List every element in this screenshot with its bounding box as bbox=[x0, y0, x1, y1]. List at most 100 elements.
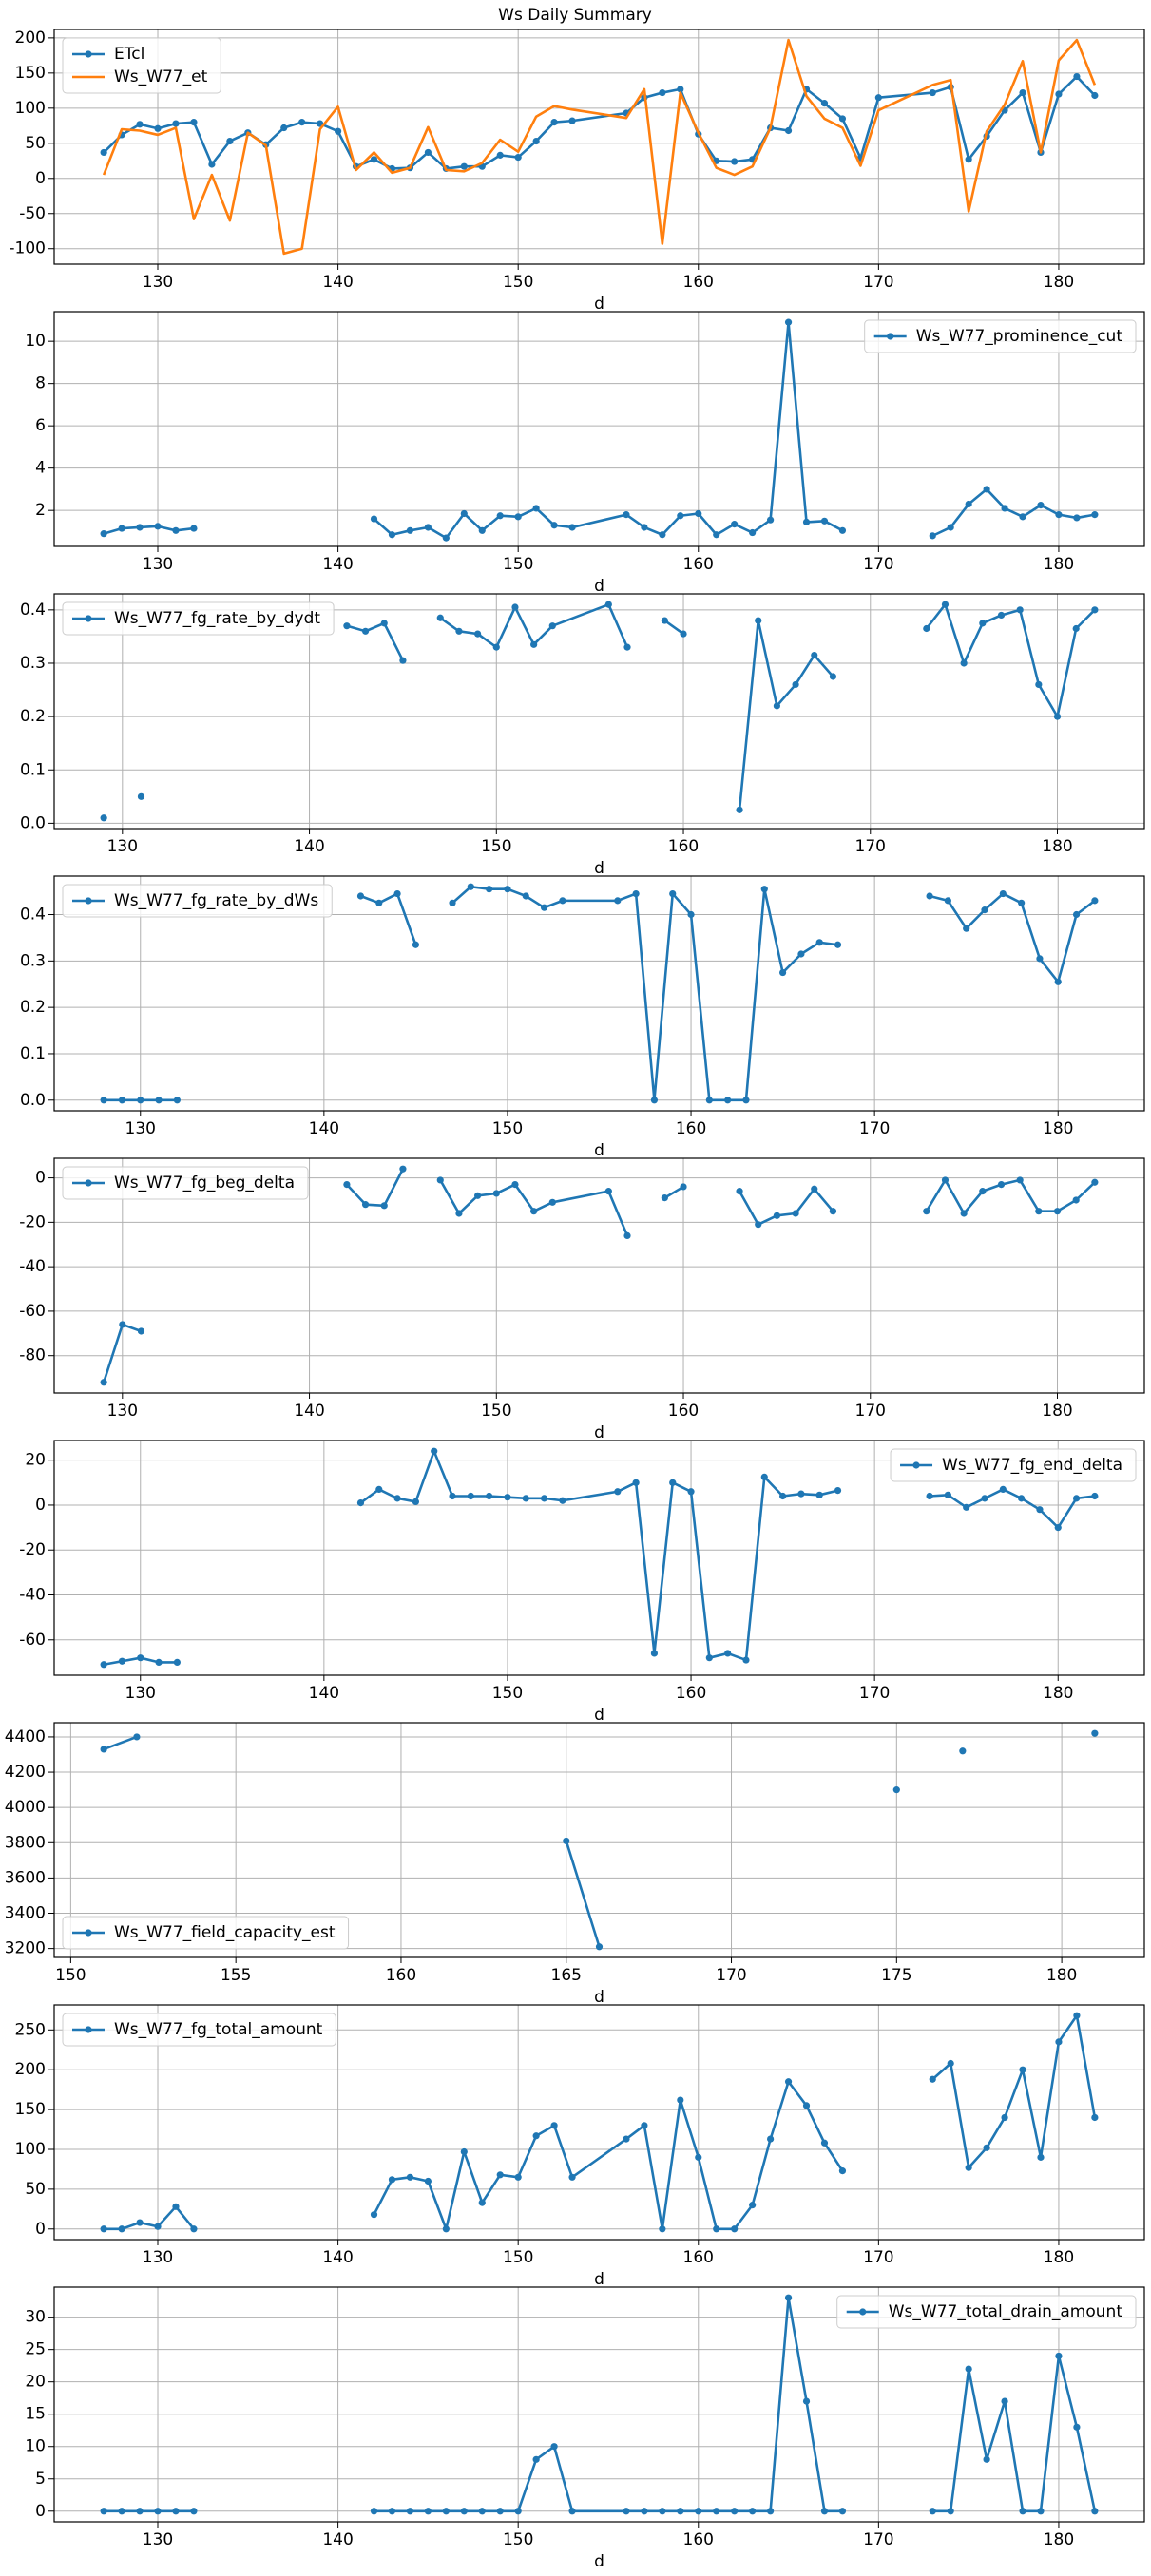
data-point bbox=[755, 617, 762, 624]
data-point bbox=[983, 2144, 990, 2151]
data-point bbox=[1072, 1495, 1081, 1502]
data-point bbox=[208, 161, 216, 168]
data-point bbox=[424, 524, 432, 531]
data-point bbox=[731, 2225, 739, 2233]
plot-area bbox=[100, 2012, 1099, 2233]
data-point bbox=[983, 486, 990, 493]
series-line bbox=[104, 2013, 1097, 2231]
legend-label: Ws_W77_prominence_cut bbox=[916, 327, 1123, 346]
data-point bbox=[496, 151, 504, 159]
data-point bbox=[695, 2153, 702, 2161]
data-point bbox=[568, 2173, 576, 2181]
data-point bbox=[650, 1097, 659, 1104]
data-point bbox=[731, 521, 739, 528]
data-point bbox=[455, 1210, 463, 1217]
legend-box bbox=[62, 37, 221, 94]
y-tick-label: 30 bbox=[25, 2308, 46, 2327]
plot-area bbox=[100, 1729, 1099, 1951]
legend-box bbox=[62, 2013, 336, 2047]
data-point bbox=[1054, 1523, 1062, 1532]
data-point bbox=[680, 1183, 687, 1191]
x-tick-label: 160 bbox=[386, 1966, 416, 1985]
data-point bbox=[1091, 606, 1099, 614]
data-point bbox=[100, 1097, 107, 1104]
data-point bbox=[504, 886, 511, 893]
data-point bbox=[172, 2203, 180, 2210]
data-point bbox=[1054, 978, 1062, 985]
data-point bbox=[492, 643, 500, 651]
y-tick-label: 0.4 bbox=[20, 906, 46, 925]
data-point bbox=[661, 617, 668, 624]
data-point bbox=[460, 509, 468, 518]
data-point bbox=[792, 680, 799, 689]
data-point bbox=[393, 889, 401, 898]
y-tick-label: 15 bbox=[25, 2405, 46, 2424]
data-point bbox=[604, 1188, 612, 1195]
data-point bbox=[522, 1495, 529, 1502]
data-point bbox=[1036, 1506, 1044, 1514]
data-point bbox=[449, 899, 456, 906]
data-point bbox=[1036, 955, 1044, 963]
y-tick-label: 6 bbox=[35, 416, 46, 435]
legend: Ws_W77_fg_rate_by_dydt bbox=[62, 601, 335, 636]
data-point bbox=[784, 126, 793, 135]
x-axis-label: d bbox=[594, 295, 604, 314]
data-point bbox=[190, 2508, 198, 2515]
x-tick-label: 180 bbox=[1044, 555, 1074, 574]
data-point bbox=[623, 511, 630, 519]
data-point bbox=[760, 1473, 768, 1481]
x-axis-label: d bbox=[594, 859, 604, 878]
data-point bbox=[1091, 511, 1099, 519]
data-point bbox=[736, 806, 743, 813]
data-point bbox=[926, 1492, 933, 1500]
y-tick-label: 3400 bbox=[5, 1904, 46, 1923]
data-point bbox=[1091, 2113, 1099, 2122]
y-tick-label: 3800 bbox=[5, 1833, 46, 1852]
data-point bbox=[514, 2508, 522, 2515]
data-point bbox=[1019, 513, 1026, 521]
y-tick-label: 100 bbox=[15, 99, 46, 118]
data-point bbox=[834, 941, 842, 948]
y-tick-label: 0 bbox=[35, 2502, 46, 2521]
data-point bbox=[460, 162, 468, 170]
data-point bbox=[431, 1447, 438, 1455]
data-point bbox=[406, 2508, 414, 2515]
data-point bbox=[614, 897, 622, 905]
data-point bbox=[568, 117, 576, 124]
data-point bbox=[100, 2225, 107, 2233]
data-point bbox=[173, 1097, 181, 1104]
data-point bbox=[784, 2078, 793, 2086]
x-tick-label: 170 bbox=[863, 2248, 893, 2267]
data-point bbox=[280, 124, 288, 132]
data-point bbox=[1053, 1208, 1062, 1215]
x-tick-label: 160 bbox=[676, 1684, 706, 1703]
data-point bbox=[1072, 624, 1080, 633]
data-point bbox=[963, 925, 970, 932]
data-point bbox=[559, 897, 566, 905]
data-point bbox=[1016, 1176, 1024, 1184]
x-tick-label: 150 bbox=[55, 1966, 86, 1985]
x-tick-label: 150 bbox=[503, 555, 533, 574]
x-tick-label: 165 bbox=[551, 1966, 582, 1985]
data-point bbox=[1037, 2153, 1045, 2161]
axes-frame bbox=[53, 29, 1145, 265]
data-point bbox=[118, 2508, 125, 2515]
data-point bbox=[687, 1488, 695, 1496]
data-point bbox=[981, 1495, 988, 1502]
data-point bbox=[929, 2508, 936, 2515]
x-axis-label: d bbox=[594, 577, 604, 596]
data-point bbox=[731, 2508, 739, 2515]
data-point bbox=[478, 2199, 486, 2206]
data-point bbox=[797, 950, 805, 958]
data-point bbox=[568, 2508, 576, 2515]
y-tick-label: 0.3 bbox=[20, 951, 46, 970]
data-point bbox=[136, 524, 144, 531]
data-point bbox=[944, 897, 951, 905]
data-point bbox=[137, 1327, 145, 1335]
data-point bbox=[370, 2211, 378, 2219]
data-point bbox=[641, 2508, 648, 2515]
data-point bbox=[755, 1221, 762, 1229]
legend-marker bbox=[85, 615, 92, 622]
data-point bbox=[695, 2508, 702, 2515]
data-point bbox=[767, 516, 775, 524]
